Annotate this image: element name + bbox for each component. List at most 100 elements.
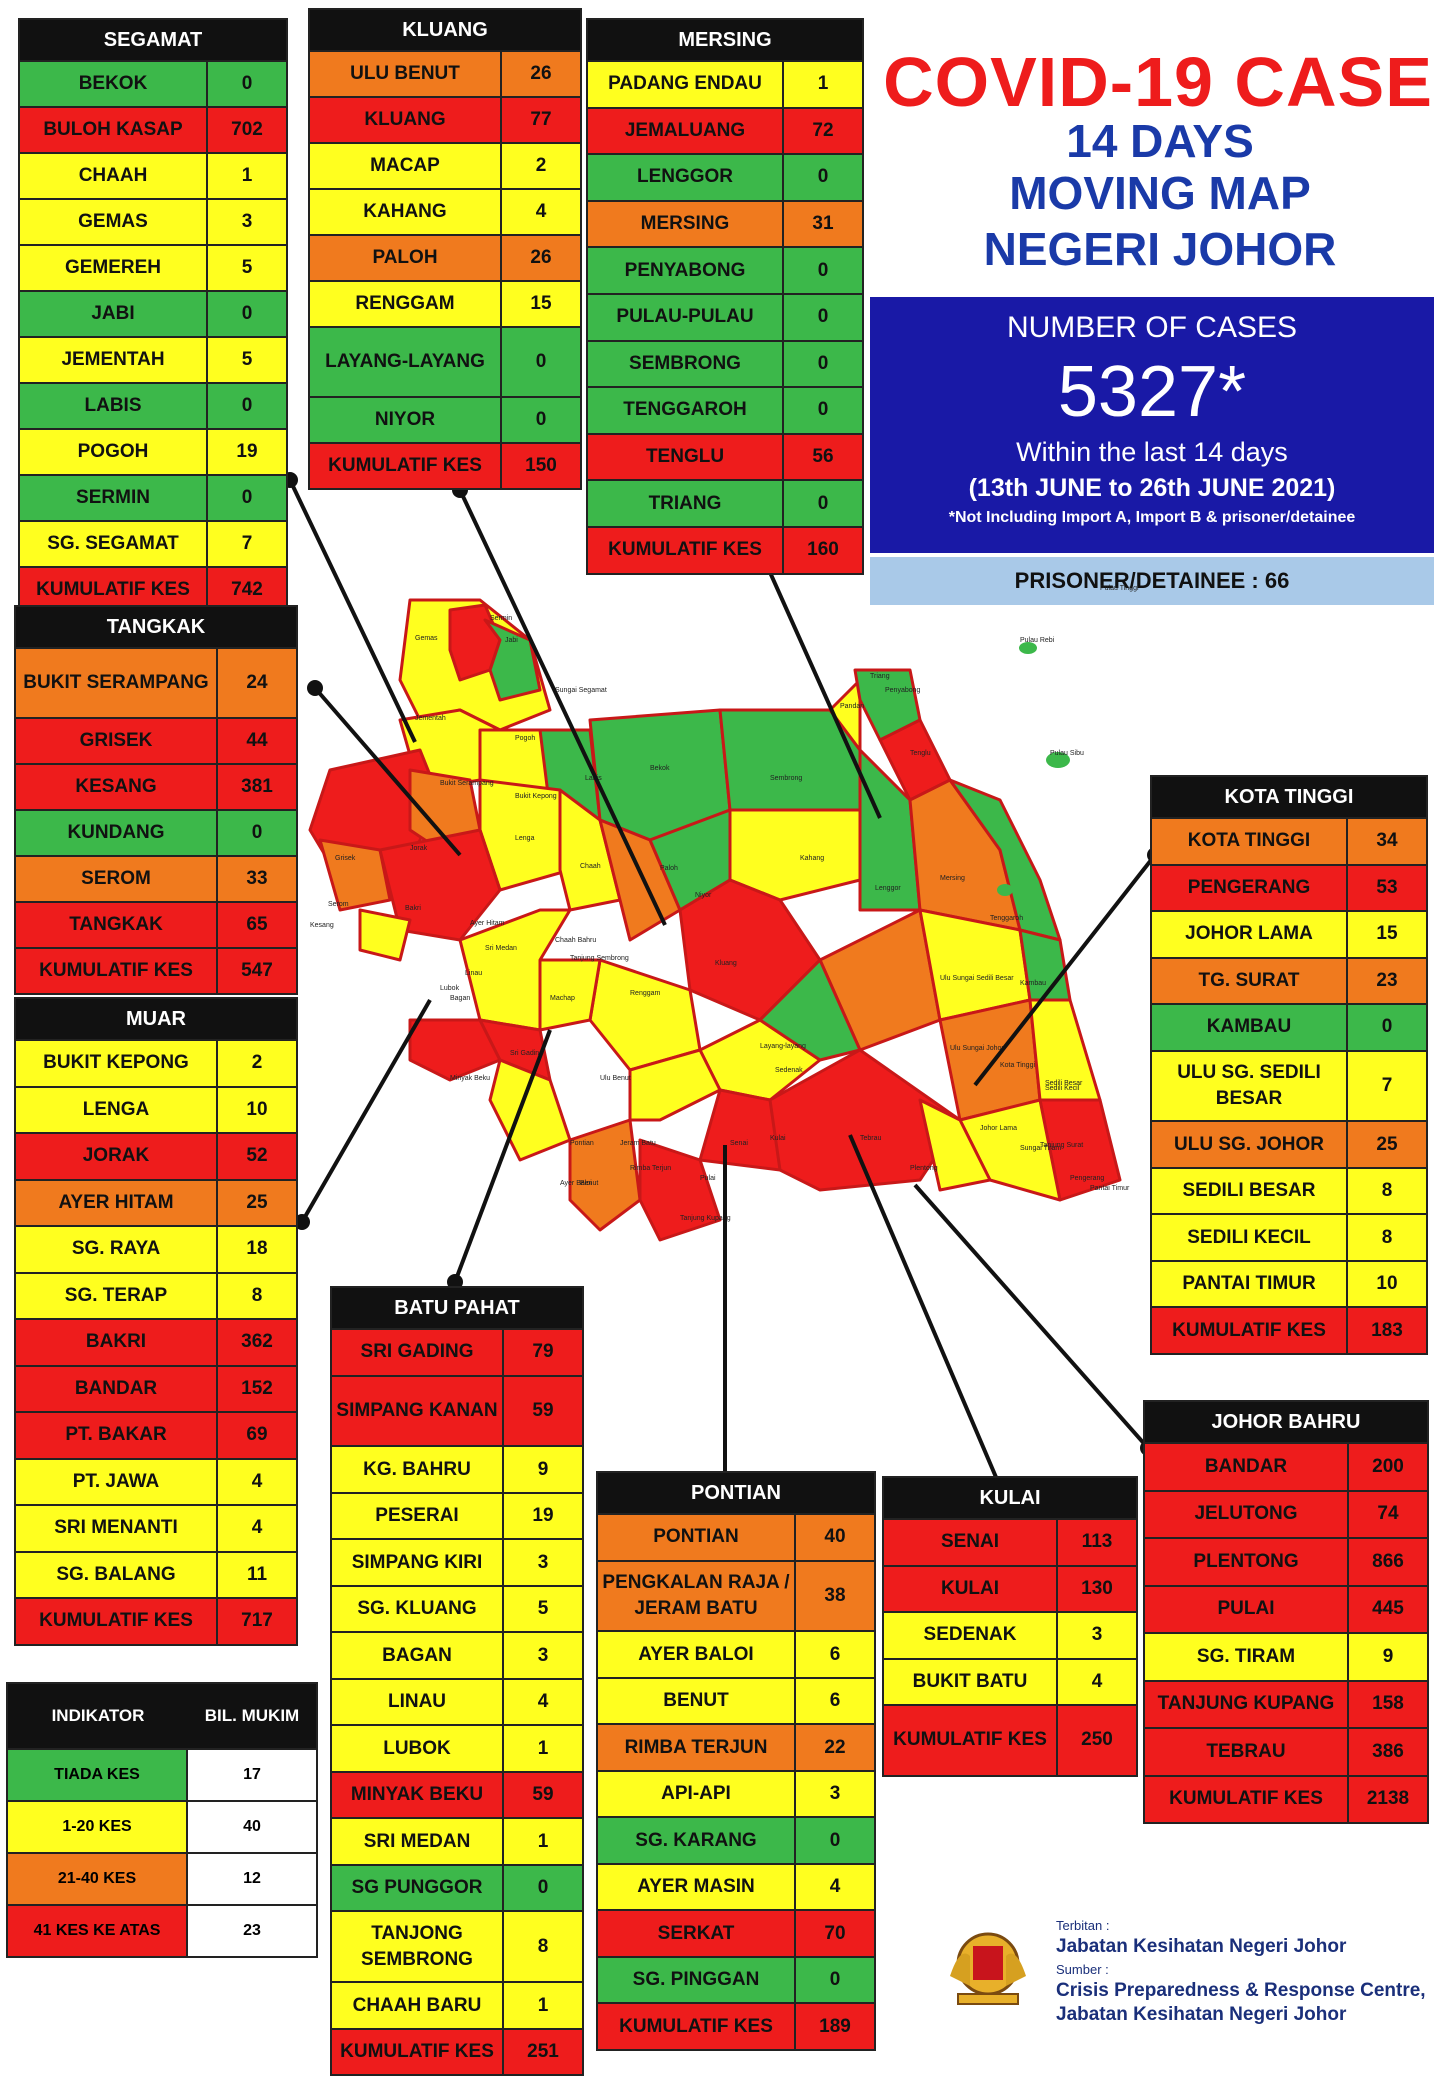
case-count: 18 (218, 1227, 296, 1272)
case-count: 33 (218, 857, 296, 902)
case-count: 7 (1348, 1051, 1426, 1121)
mukim-name: KUMULATIF KES (598, 2004, 796, 2049)
total-row: KUMULATIF KES 250 (884, 1704, 1136, 1775)
map-label: Niyor (695, 892, 712, 899)
map-label: Bukit Serampang (440, 780, 494, 787)
case-count: 70 (796, 1911, 874, 1956)
mukim-name: KULAI (884, 1566, 1058, 1611)
case-count: 5 (208, 246, 286, 290)
case-count: 6 (796, 1678, 874, 1724)
map-label: Jabi (505, 637, 518, 644)
mukim-row: SG. RAYA 18 (16, 1225, 296, 1272)
total-row: KUMULATIF KES 717 (16, 1597, 296, 1644)
case-count: 1 (208, 154, 286, 198)
map-label: Bagan (450, 995, 470, 1002)
mukim-row: BUKIT SERAMPANG 24 (16, 647, 296, 718)
map-region-sembrong (718, 708, 862, 812)
map-region-benut (488, 1058, 572, 1162)
legend-bil-mukim: 17 (188, 1750, 316, 1800)
mukim-name: SEDILI KECIL (1152, 1215, 1348, 1260)
case-count: 0 (784, 388, 862, 433)
mukim-name: KUMULATIF KES (16, 1599, 218, 1644)
map-label: Ayer Baloi (560, 1180, 592, 1187)
total-row: KUMULATIF KES 150 (310, 442, 580, 489)
case-count: 52 (218, 1134, 296, 1179)
mukim-row: API-API 3 (598, 1769, 874, 1817)
mukim-name: ULU BENUT (310, 52, 502, 96)
case-count: 1 (784, 62, 862, 107)
case-count: 19 (208, 430, 286, 474)
mukim-row: SEROM 33 (16, 855, 296, 902)
mukim-row: RENGGAM 15 (310, 280, 580, 326)
mukim-row: TG. SURAT 23 (1152, 956, 1426, 1003)
mukim-row: PADANG ENDAU 1 (588, 60, 862, 107)
mukim-name: GRISEK (16, 719, 218, 764)
case-count: 23 (1348, 958, 1426, 1003)
case-count: 0 (504, 1865, 582, 1911)
map-label: Rimba Terjun (630, 1165, 671, 1172)
mukim-row: GEMEREH 5 (20, 244, 286, 290)
case-count: 158 (1349, 1681, 1427, 1727)
mukim-row: CHAAH 1 (20, 152, 286, 198)
district-header: TANGKAK (16, 607, 296, 647)
case-count: 8 (1348, 1168, 1426, 1214)
mukim-row: KAMBAU 0 (1152, 1003, 1426, 1050)
map-region-pontian (568, 1118, 642, 1232)
map-label: Jorak (410, 845, 428, 852)
mukim-name: AYER HITAM (16, 1180, 218, 1225)
case-count: 59 (504, 1772, 582, 1818)
case-count: 10 (218, 1087, 296, 1132)
map-label: Machap (550, 995, 575, 1002)
mukim-name: CHAAH BARU (332, 1983, 504, 2028)
map-label: Labis (585, 775, 602, 782)
mukim-name: BEKOK (20, 62, 208, 106)
mukim-row: SG. SEGAMAT 7 (20, 520, 286, 566)
map-label: Lenga (515, 835, 535, 842)
legend-indikator: 1-20 KES (8, 1802, 188, 1852)
mukim-row: PLENTONG 866 (1145, 1537, 1427, 1585)
mukim-row: MINYAK BEKU 59 (332, 1770, 582, 1818)
map-label: Tenglu (910, 750, 931, 757)
mukim-name: SENAI (884, 1520, 1058, 1565)
mukim-row: NIYOR 0 (310, 396, 580, 443)
case-count: 0 (784, 155, 862, 200)
mukim-name: SG. TERAP (16, 1273, 218, 1318)
mukim-name: API-API (598, 1771, 796, 1817)
mukim-row: KUNDANG 0 (16, 809, 296, 856)
district-header: SEGAMAT (20, 20, 286, 60)
map-label: Minyak Beku (450, 1075, 490, 1082)
mukim-name: JORAK (16, 1134, 218, 1179)
prisoner-detainee-bar: PRISONER/DETAINEE : 66 (870, 557, 1434, 605)
case-count: 0 (784, 248, 862, 293)
map-label: Pulau Tinggi (1100, 585, 1139, 592)
map-label: Renggam (630, 990, 661, 997)
johor-crest-icon (950, 1932, 1026, 2005)
mukim-name: KAMBAU (1152, 1005, 1348, 1050)
case-count: 79 (504, 1330, 582, 1375)
subtitle-14-days: 14 DAYS (1066, 115, 1254, 167)
map-label: Tanjung Sembrong (570, 955, 629, 962)
case-count: 15 (1348, 912, 1426, 957)
mukim-name: PALOH (310, 236, 502, 280)
case-count: 0 (784, 341, 862, 387)
mukim-row: PT. JAWA 4 (16, 1457, 296, 1504)
case-count: 189 (796, 2004, 874, 2049)
mukim-row: PT. BAKAR 69 (16, 1411, 296, 1458)
district-table-kluang: KLUANG ULU BENUT 26 KLUANG 77 MACAP 2 KAHANG 4 PA… (308, 8, 582, 491)
mukim-row: BUKIT BATU 4 (884, 1657, 1136, 1704)
johor-map: Gemas Sermin Jabi Sungai Segamat Jementah Pog… (308, 585, 1139, 1242)
case-count: 2 (502, 144, 580, 188)
mukim-name: KUMULATIF KES (884, 1706, 1058, 1775)
legend-header-indikator: INDIKATOR (51, 1706, 145, 1725)
map-label: Bukit Kepong (515, 793, 557, 800)
mukim-name: PT. BAKAR (16, 1413, 218, 1458)
mukim-name: ULU SG. JOHOR (1152, 1122, 1348, 1167)
mukim-row: SIMPANG KIRI 3 (332, 1538, 582, 1585)
case-count: 0 (796, 1957, 874, 2003)
case-count: 866 (1349, 1539, 1427, 1585)
case-count: 15 (502, 282, 580, 326)
map-label: Pandan (840, 703, 864, 710)
mukim-name: NIYOR (310, 398, 502, 443)
cases-label: NUMBER OF CASES (1006, 311, 1298, 344)
case-count: 0 (502, 328, 580, 397)
